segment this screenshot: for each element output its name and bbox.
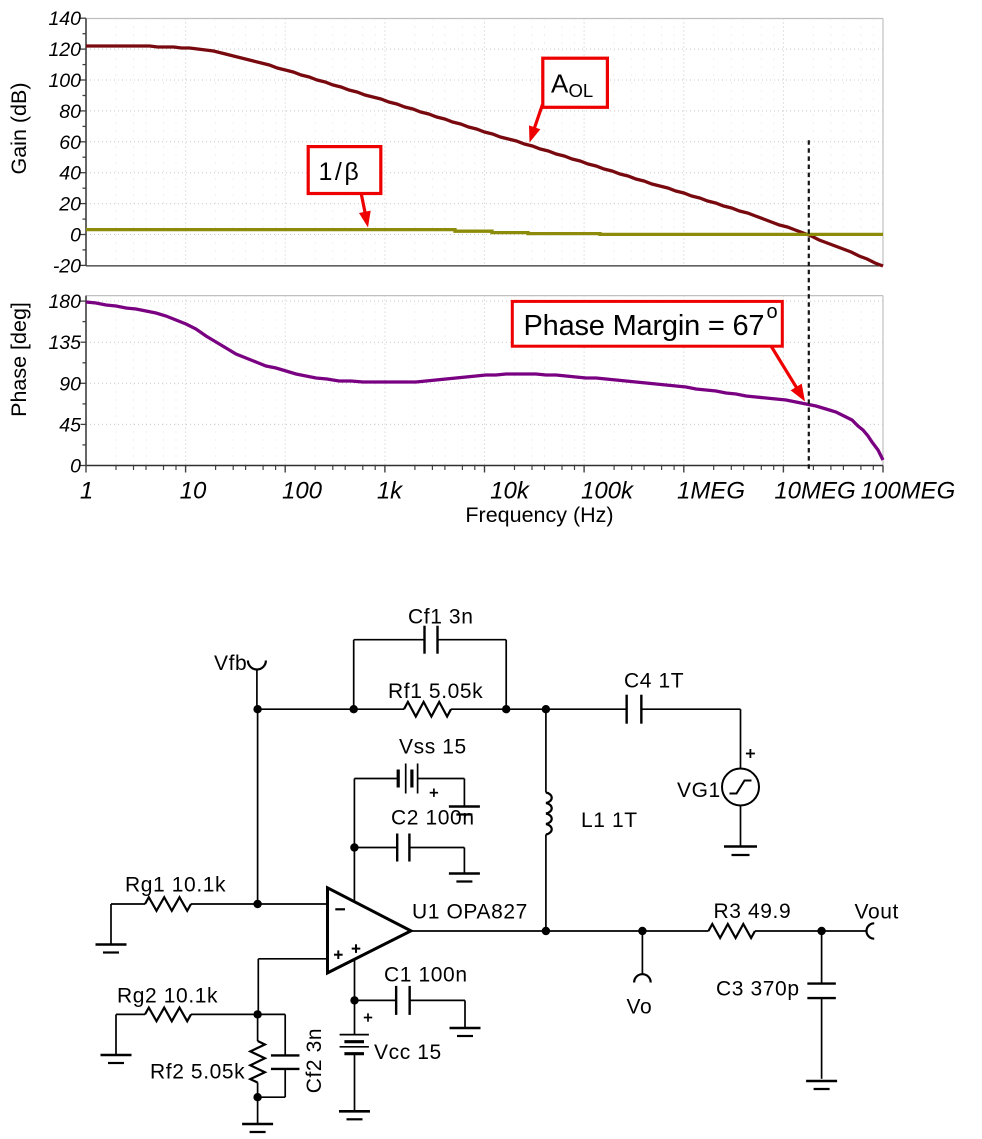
svg-text:Gain (dB): Gain (dB)	[7, 82, 31, 174]
svg-text:Frequency (Hz): Frequency (Hz)	[465, 503, 613, 527]
svg-text:100k: 100k	[581, 478, 635, 505]
svg-text:80: 80	[59, 101, 81, 123]
svg-text:Rg2 10.1k: Rg2 10.1k	[117, 985, 218, 1008]
svg-text:90: 90	[59, 373, 81, 395]
svg-text:1k: 1k	[377, 478, 404, 505]
svg-text:A: A	[551, 69, 569, 99]
svg-text:0: 0	[70, 225, 81, 247]
svg-text:OL: OL	[569, 80, 594, 101]
svg-text:20: 20	[58, 194, 81, 216]
svg-text:60: 60	[59, 132, 81, 154]
svg-text:C1 100n: C1 100n	[384, 964, 468, 987]
svg-text:C4 1T: C4 1T	[624, 670, 684, 693]
svg-text:1MEG: 1MEG	[677, 478, 745, 505]
svg-text:o: o	[767, 301, 778, 323]
svg-text:Vo: Vo	[627, 996, 653, 1019]
svg-text:10MEG: 10MEG	[774, 478, 855, 505]
svg-text:0: 0	[70, 456, 81, 478]
svg-text:U1 OPA827: U1 OPA827	[412, 901, 528, 924]
svg-text:45: 45	[59, 414, 81, 436]
svg-text:1/β: 1/β	[319, 158, 362, 186]
svg-text:Cf2 3n: Cf2 3n	[303, 1028, 326, 1093]
svg-text:140: 140	[48, 8, 81, 30]
svg-text:VG1: VG1	[677, 779, 721, 802]
svg-text:R3 49.9: R3 49.9	[714, 900, 792, 923]
svg-text:L1 1T: L1 1T	[581, 809, 638, 832]
svg-text:C2 100n: C2 100n	[391, 807, 475, 830]
svg-text:Vss 15: Vss 15	[399, 736, 467, 759]
svg-text:Rf1 5.05k: Rf1 5.05k	[388, 680, 483, 703]
svg-text:100: 100	[282, 478, 323, 505]
svg-text:Rf2 5.05k: Rf2 5.05k	[150, 1061, 245, 1084]
svg-text:10k: 10k	[490, 478, 531, 505]
svg-text:Phase Margin = 67: Phase Margin = 67	[524, 310, 765, 342]
svg-text:40: 40	[59, 163, 81, 185]
svg-text:Vout: Vout	[855, 901, 899, 924]
svg-text:100MEG: 100MEG	[861, 478, 956, 505]
svg-text:120: 120	[48, 39, 81, 61]
svg-text:Vcc 15: Vcc 15	[374, 1041, 442, 1064]
svg-text:-20: -20	[53, 255, 81, 277]
svg-text:10: 10	[180, 478, 207, 505]
svg-text:1: 1	[80, 478, 93, 505]
svg-text:Rg1 10.1k: Rg1 10.1k	[125, 874, 226, 897]
svg-text:Cf1 3n: Cf1 3n	[408, 606, 473, 629]
svg-text:100: 100	[48, 70, 81, 92]
svg-text:C3 370p: C3 370p	[716, 978, 800, 1001]
svg-text:135: 135	[48, 332, 81, 354]
svg-text:180: 180	[48, 291, 81, 313]
svg-text:Vfb: Vfb	[214, 652, 247, 675]
svg-text:Phase [deg]: Phase [deg]	[7, 302, 31, 417]
